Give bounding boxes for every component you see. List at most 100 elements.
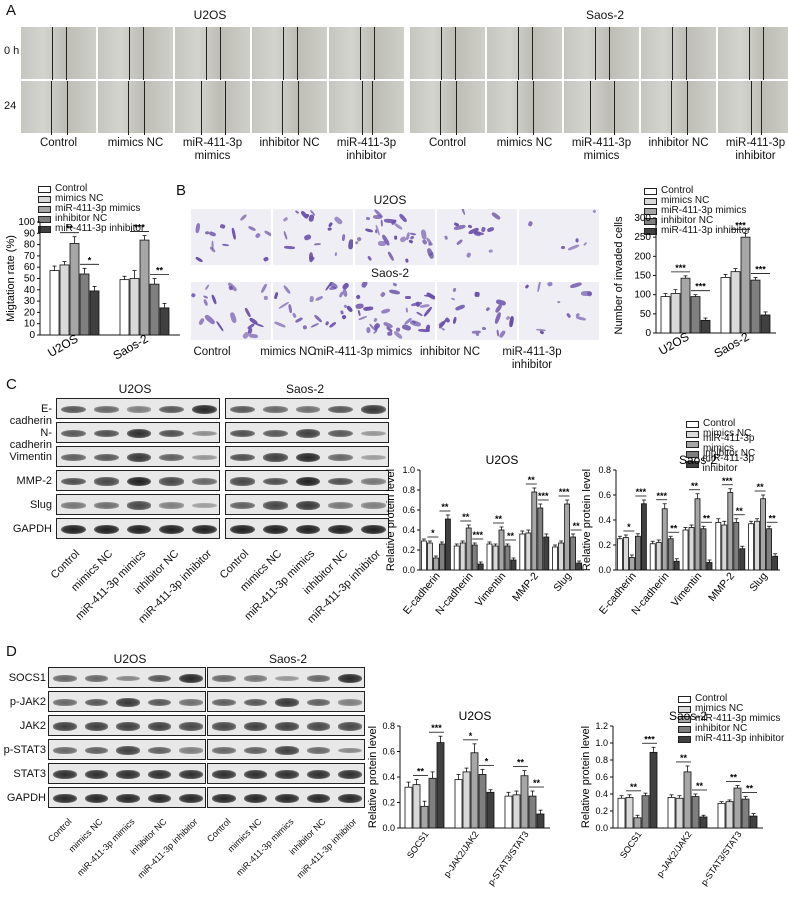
invaded-cell bbox=[194, 256, 204, 264]
protein-band bbox=[295, 524, 321, 535]
legend-item: Control bbox=[686, 419, 788, 429]
scratch-image bbox=[563, 80, 640, 135]
panel-label-b: B bbox=[176, 182, 187, 199]
legend-label: Control bbox=[695, 693, 728, 704]
protein-band bbox=[328, 454, 354, 461]
legend-item: mimics NC bbox=[644, 196, 750, 206]
bar bbox=[750, 279, 761, 334]
invaded-cell bbox=[239, 213, 248, 222]
invaded-cell bbox=[474, 292, 480, 298]
scratch-edge-line bbox=[224, 81, 226, 135]
x-category-label: SOCS1 bbox=[618, 829, 644, 860]
significance-stars: * bbox=[431, 528, 435, 538]
bar bbox=[717, 802, 726, 829]
scratch-edge-line bbox=[532, 81, 534, 135]
transwell-condition-label: inhibitor NC bbox=[419, 346, 481, 358]
legend-swatch bbox=[644, 187, 657, 195]
scratch-image bbox=[409, 80, 486, 135]
blot-strip bbox=[48, 739, 206, 760]
y-tick-label: 0.8 bbox=[382, 721, 395, 731]
bar bbox=[694, 498, 701, 571]
y-tick-label: 50 bbox=[24, 274, 36, 285]
transwell-image bbox=[436, 208, 518, 266]
transwell-condition-label: Control bbox=[193, 346, 231, 358]
y-tick-label: 0.2 bbox=[598, 540, 611, 550]
protein-band bbox=[147, 698, 172, 707]
bar bbox=[700, 528, 707, 571]
invaded-cell bbox=[465, 251, 472, 258]
protein-band bbox=[243, 698, 268, 707]
x-category-label: MMP-2 bbox=[510, 570, 541, 604]
x-category-label: MMP-2 bbox=[706, 570, 737, 604]
invaded-cell bbox=[487, 248, 493, 254]
legend-swatch bbox=[686, 440, 699, 448]
bar bbox=[433, 557, 439, 571]
significance-stars: *** bbox=[722, 476, 733, 486]
significance-stars: * bbox=[469, 731, 473, 741]
bar bbox=[706, 562, 713, 571]
protein-band bbox=[275, 769, 299, 780]
invaded-cell bbox=[560, 245, 565, 250]
scratch-image bbox=[20, 26, 97, 81]
bar bbox=[454, 779, 463, 829]
scratch-edge-line bbox=[282, 27, 284, 81]
x-category-label: p-STAT3/STAT3 bbox=[699, 829, 744, 887]
bar bbox=[683, 771, 692, 829]
legend-label: miR-411-3p inhibitor bbox=[695, 733, 785, 744]
protein-band bbox=[361, 502, 386, 509]
invaded-cell bbox=[401, 324, 411, 332]
transwell-image bbox=[518, 281, 600, 341]
invaded-cell bbox=[198, 317, 206, 326]
protein-band bbox=[179, 673, 203, 684]
bar bbox=[721, 524, 728, 571]
significance-stars: ** bbox=[417, 767, 425, 777]
blot-protein-label: MMP-2 bbox=[16, 475, 52, 487]
protein-band bbox=[116, 746, 140, 755]
scratch-edge-line bbox=[359, 27, 361, 81]
protein-band bbox=[93, 502, 119, 509]
invaded-cell bbox=[282, 216, 289, 222]
significance-stars: ** bbox=[696, 781, 704, 791]
scratch-image bbox=[97, 80, 174, 135]
significance-stars: ** bbox=[680, 753, 688, 763]
invaded-cell bbox=[284, 245, 296, 249]
protein-band bbox=[192, 524, 217, 535]
invaded-cell bbox=[387, 251, 395, 262]
protein-band bbox=[147, 722, 172, 731]
y-tick-label: 250 bbox=[634, 232, 651, 243]
protein-band bbox=[212, 769, 236, 780]
invaded-cell bbox=[282, 284, 292, 295]
bar bbox=[149, 283, 160, 336]
blot-protein-label: p-JAK2 bbox=[9, 696, 46, 708]
x-category-label: Saos-2 bbox=[111, 331, 151, 362]
blot-strip bbox=[48, 787, 206, 808]
invaded-cell bbox=[282, 230, 288, 240]
bar bbox=[543, 536, 550, 571]
y-axis-label: Migtation rate (%) bbox=[5, 235, 17, 322]
protein-band bbox=[93, 429, 119, 438]
invaded-cells-chart: 0 50 100 150 200 250 300 Number of invaded cell… bbox=[613, 213, 776, 361]
scratch-edge-line bbox=[371, 81, 373, 135]
x-category-label: p-JAK2/JAK2 bbox=[655, 829, 694, 879]
y-tick-label: 0.2 bbox=[382, 798, 395, 808]
bar bbox=[471, 544, 478, 571]
significance-stars: *** bbox=[431, 723, 442, 733]
invaded-cell bbox=[547, 282, 553, 288]
protein-band bbox=[147, 769, 172, 780]
invaded-cell bbox=[481, 327, 487, 331]
bar bbox=[459, 542, 466, 571]
protein-band bbox=[126, 428, 152, 439]
legend-swatch bbox=[644, 207, 657, 215]
y-tick-label: 0.2 bbox=[402, 545, 415, 555]
emt-legend: Control mimics NC miR-411-3p mimics inhibit… bbox=[686, 419, 788, 474]
y-tick-label: 70 bbox=[24, 251, 36, 262]
invaded-cell bbox=[394, 236, 398, 240]
protein-band bbox=[243, 722, 268, 731]
protein-band bbox=[328, 524, 354, 535]
y-tick-label: 300 bbox=[634, 213, 651, 224]
scratch-edge-line bbox=[205, 27, 207, 81]
significance-stars: * bbox=[627, 522, 631, 532]
bar bbox=[699, 816, 708, 829]
invaded-cell bbox=[392, 330, 404, 340]
invaded-cell bbox=[253, 322, 264, 329]
